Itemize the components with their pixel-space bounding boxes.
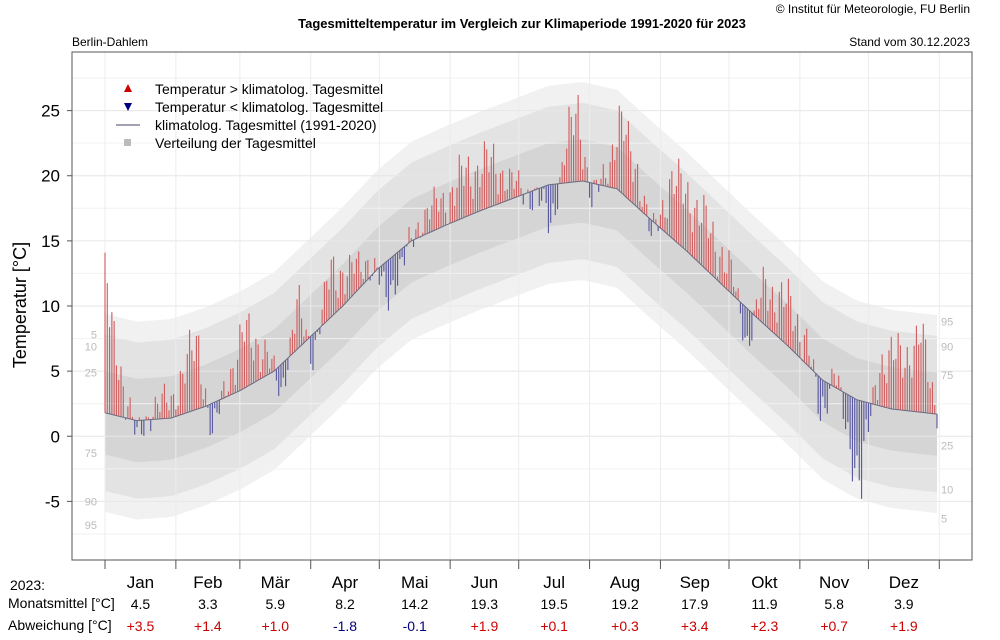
y-tick-label: -5 — [45, 492, 60, 511]
monthly-mean-value: 19.2 — [611, 596, 638, 612]
deviation-value: +1.4 — [194, 618, 222, 634]
month-label: Feb — [193, 573, 222, 592]
data-date: Stand vom 30.12.2023 — [849, 35, 970, 49]
percentile-label-right: 75 — [941, 370, 953, 382]
monthly-mean-value: 11.9 — [751, 596, 777, 612]
legend-label: klimatolog. Tagesmittel (1991-2020) — [155, 117, 377, 133]
month-label: Jun — [471, 573, 498, 592]
monthly-mean-label: Monatsmittel [°C] — [8, 595, 115, 611]
y-tick-label: 10 — [41, 297, 60, 316]
monthly-mean-value: 14.2 — [401, 596, 428, 612]
deviation-value: +3.5 — [127, 618, 155, 634]
deviation-value: +1.0 — [261, 618, 289, 634]
month-label: Aug — [610, 573, 640, 592]
band-10-90 — [105, 103, 937, 499]
legend-label: Temperatur < klimatolog. Tagesmittel — [155, 99, 383, 115]
month-label: Nov — [819, 573, 850, 592]
deviation-value: +0.3 — [611, 618, 639, 634]
monthly-mean-value: 4.5 — [131, 596, 151, 612]
deviation-value: +2.3 — [751, 618, 779, 634]
month-label: Jul — [543, 573, 565, 592]
percentile-label-left: 95 — [85, 520, 97, 532]
percentile-label-right: 90 — [941, 341, 953, 353]
monthly-mean-value: 3.9 — [894, 596, 914, 612]
monthly-mean-value: 19.5 — [541, 596, 568, 612]
y-tick-label: 0 — [51, 427, 60, 446]
month-label: Mai — [401, 573, 428, 592]
deviation-value: +1.9 — [471, 618, 499, 634]
y-tick-label: 5 — [51, 362, 60, 381]
percentile-label-right: 25 — [941, 440, 953, 452]
deviation-value: -1.8 — [333, 618, 357, 634]
copyright: © Institut für Meteorologie, FU Berlin — [776, 2, 970, 16]
percentile-label-left: 90 — [85, 496, 97, 508]
percentile-label-right: 5 — [941, 513, 947, 525]
legend-square-icon — [124, 139, 131, 146]
deviation-value: +0.7 — [820, 618, 848, 634]
percentile-label-left: 10 — [85, 341, 97, 353]
month-label: Mär — [261, 573, 291, 592]
y-tick-label: 25 — [41, 102, 60, 121]
deviation-value: -0.1 — [403, 618, 427, 634]
monthly-mean-value: 3.3 — [198, 596, 218, 612]
month-label: Dez — [889, 573, 919, 592]
percentile-label-left: 5 — [91, 330, 97, 342]
y-axis-label: Temperatur [°C] — [10, 242, 30, 368]
percentile-label-right: 10 — [941, 485, 953, 497]
monthly-mean-value: 5.8 — [824, 596, 844, 612]
deviation-value: +1.9 — [890, 618, 918, 634]
month-label: Jan — [127, 573, 154, 592]
monthly-mean-value: 19.3 — [471, 596, 498, 612]
legend-triangle-up-icon — [124, 84, 132, 92]
legend-label: Temperatur > klimatolog. Tagesmittel — [155, 81, 383, 97]
percentile-label-right: 95 — [941, 317, 953, 329]
climatology-line — [104, 180, 938, 422]
legend-triangle-down-icon — [124, 103, 132, 111]
legend-label: Verteilung der Tagesmittel — [155, 135, 316, 151]
y-tick-label: 15 — [41, 232, 60, 251]
monthly-mean-value: 5.9 — [266, 596, 286, 612]
deviation-value: +3.4 — [681, 618, 709, 634]
deviation-value: +0.1 — [540, 618, 568, 634]
monthly-mean-value: 17.9 — [681, 596, 708, 612]
y-tick-label: 20 — [41, 167, 60, 186]
percentile-label-left: 75 — [85, 448, 97, 460]
month-label: Apr — [332, 573, 359, 592]
deviation-label: Abweichung [°C] — [8, 617, 112, 633]
month-label: Sep — [680, 573, 710, 592]
month-label: Okt — [751, 573, 778, 592]
monthly-mean-value: 8.2 — [335, 596, 355, 612]
station-name: Berlin-Dahlem — [72, 35, 148, 49]
chart-title: Tagesmitteltemperatur im Vergleich zur K… — [298, 16, 746, 31]
percentile-label-left: 25 — [85, 367, 97, 379]
year-label: 2023: — [10, 577, 45, 593]
